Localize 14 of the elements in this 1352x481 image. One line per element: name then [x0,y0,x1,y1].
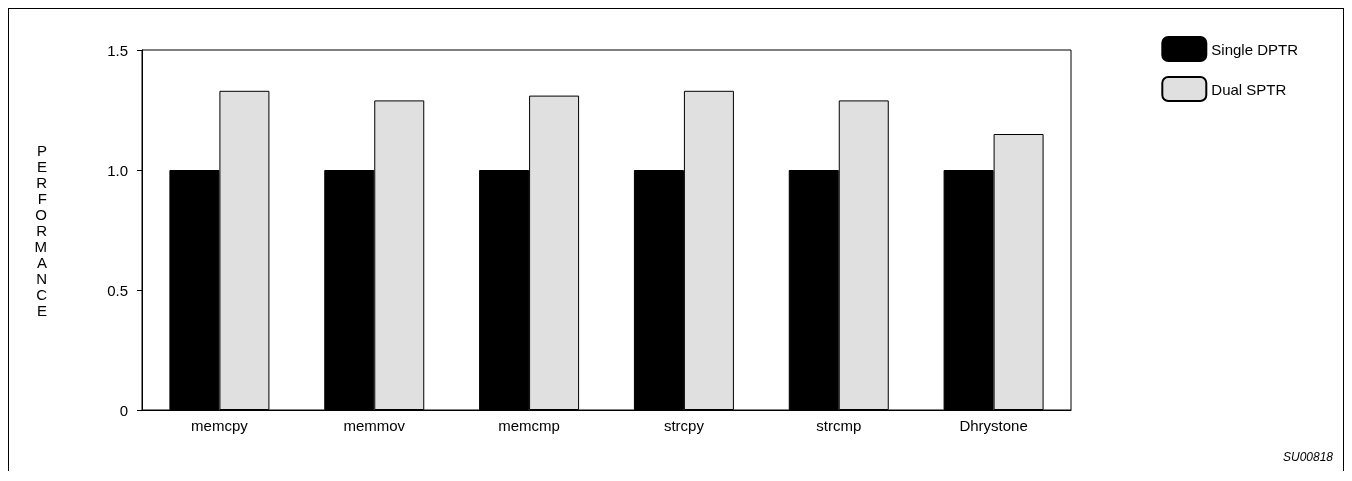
x-tick-label: strcpy [663,417,705,434]
legend-label: Dual SPTR [1211,80,1287,98]
x-tick-label: strcmp [816,417,862,434]
text: PERFORMANCE [34,141,47,319]
x-tick-label: memcmp [498,417,560,434]
x-tick-label: Dhrystone [959,417,1028,434]
x-tick-label: memcpy [191,417,249,434]
legend-label: Single DPTR [1211,40,1299,58]
text: SU00818 [1282,450,1334,464]
x-tick-label: memmov [343,417,406,434]
y-tick-label: 0 [119,401,128,419]
y-tick-label: 1.5 [107,41,128,59]
y-tick-label: 0.5 [107,281,128,299]
y-tick-label: 1.0 [107,161,128,179]
